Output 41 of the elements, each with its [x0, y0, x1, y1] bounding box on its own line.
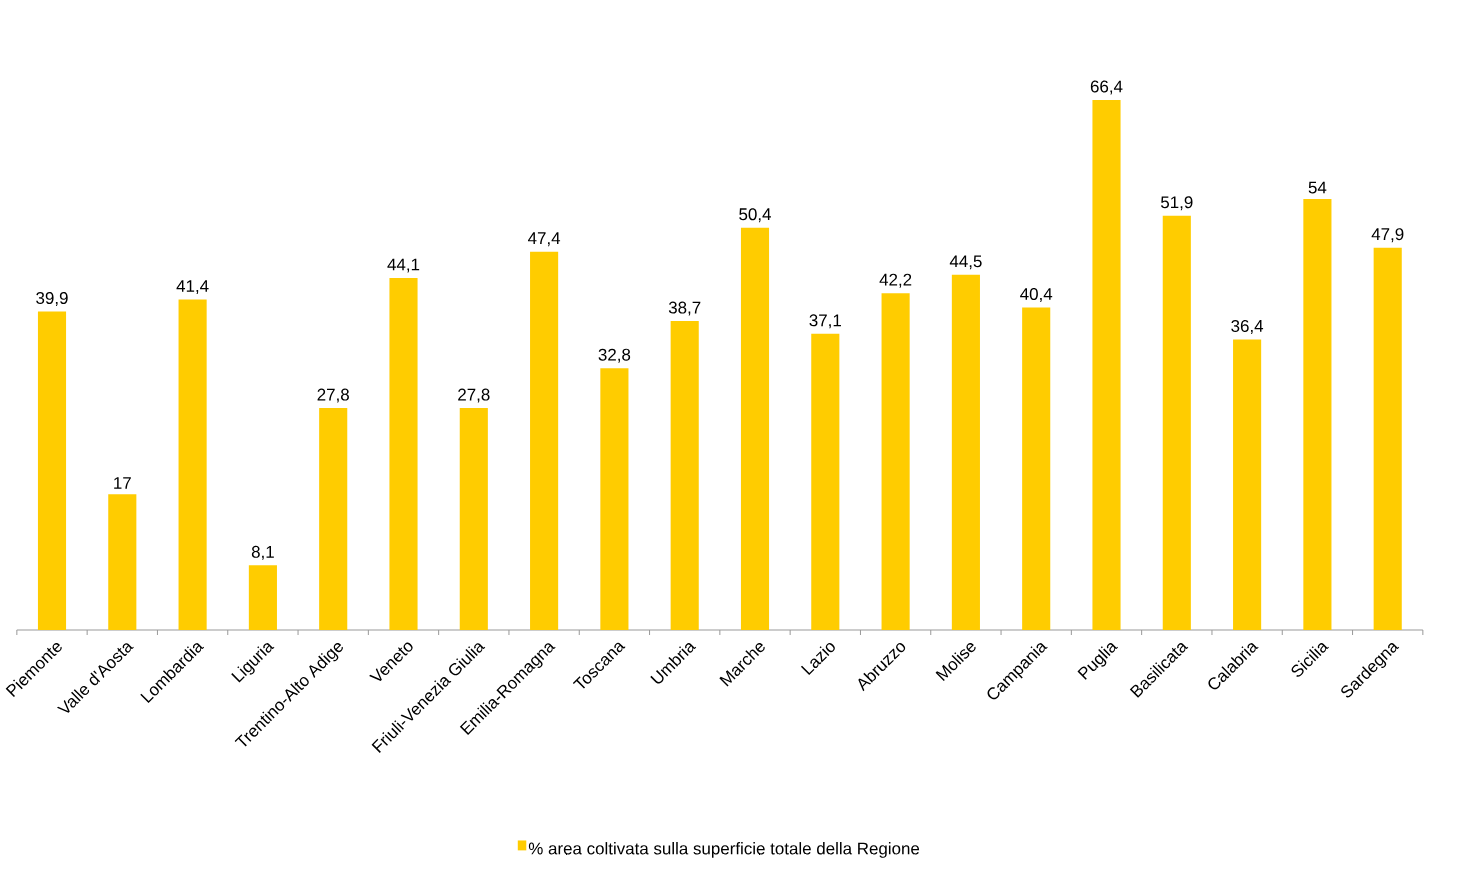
- data-label: 47,4: [528, 232, 561, 247]
- data-label: 40,4: [1020, 288, 1053, 303]
- data-label: 42,2: [879, 273, 912, 288]
- data-label: 44,1: [387, 258, 420, 273]
- data-label: 41,4: [176, 280, 209, 295]
- bar: [951, 274, 980, 630]
- bar: [600, 368, 629, 630]
- bar: [1022, 307, 1051, 630]
- bar: [108, 494, 137, 630]
- data-label: 37,1: [809, 314, 841, 329]
- data-label: 44,5: [949, 255, 982, 270]
- bar: [670, 321, 699, 630]
- data-label: 36,4: [1231, 319, 1264, 334]
- bar: [811, 333, 840, 630]
- bar: [37, 311, 67, 630]
- data-label: 38,7: [668, 301, 701, 316]
- data-label: 51,9: [1160, 196, 1193, 211]
- bar: [1092, 100, 1121, 630]
- data-label: 17: [114, 477, 131, 489]
- bar: [881, 293, 910, 630]
- bar: [1303, 198, 1332, 630]
- data-label: 50,4: [739, 208, 771, 223]
- legend-label: % area coltivata sulla superficie totale della Regione: [528, 842, 920, 858]
- bar: [1233, 339, 1262, 630]
- bar: [248, 565, 277, 630]
- data-label: 39,9: [36, 292, 68, 307]
- data-label: 32,8: [598, 348, 631, 363]
- bar: [459, 408, 488, 630]
- bar: [1373, 247, 1402, 630]
- data-label: 8,1: [251, 545, 274, 560]
- data-label: 54: [1308, 181, 1327, 194]
- data-label: 66,4: [1090, 80, 1123, 95]
- bar: [319, 408, 348, 630]
- data-label: 27,8: [317, 388, 349, 403]
- data-label: 47,9: [1371, 228, 1404, 243]
- bar: [530, 251, 559, 630]
- bar: [1162, 215, 1191, 630]
- bar: [389, 278, 418, 630]
- data-label: 27,8: [458, 388, 490, 403]
- bar: [740, 227, 770, 630]
- bar: [178, 299, 207, 630]
